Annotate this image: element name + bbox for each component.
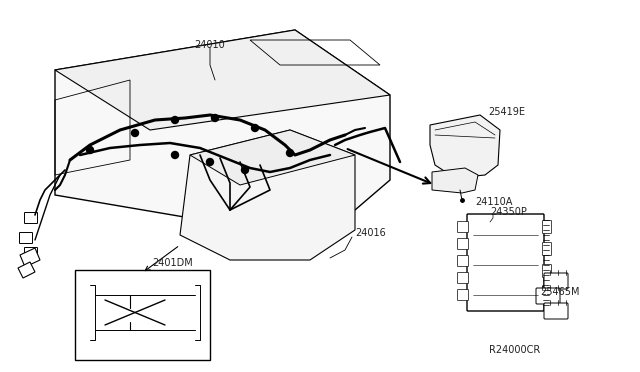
Text: 24016: 24016 (355, 228, 386, 238)
FancyBboxPatch shape (75, 270, 210, 360)
FancyBboxPatch shape (544, 303, 568, 319)
Text: 24350P: 24350P (490, 207, 527, 217)
Circle shape (287, 150, 294, 157)
FancyBboxPatch shape (458, 256, 468, 266)
Polygon shape (55, 30, 390, 130)
Polygon shape (180, 130, 355, 260)
Text: 25465M: 25465M (540, 287, 579, 297)
Circle shape (241, 167, 248, 173)
FancyBboxPatch shape (544, 273, 568, 289)
FancyBboxPatch shape (543, 286, 552, 299)
FancyBboxPatch shape (536, 288, 560, 304)
Text: R24000CR: R24000CR (489, 345, 540, 355)
FancyBboxPatch shape (458, 238, 468, 250)
Text: 25419E: 25419E (488, 107, 525, 117)
Circle shape (131, 129, 138, 137)
FancyBboxPatch shape (19, 232, 33, 244)
Text: 2401DM: 2401DM (152, 258, 193, 268)
FancyBboxPatch shape (467, 214, 544, 311)
FancyBboxPatch shape (458, 289, 468, 301)
FancyBboxPatch shape (543, 264, 552, 278)
Text: 24110A: 24110A (475, 197, 513, 207)
FancyBboxPatch shape (543, 221, 552, 234)
Polygon shape (432, 168, 478, 193)
Polygon shape (430, 115, 500, 178)
Polygon shape (18, 262, 35, 278)
FancyBboxPatch shape (458, 273, 468, 283)
Polygon shape (20, 248, 40, 267)
Circle shape (207, 158, 214, 166)
Circle shape (211, 115, 218, 122)
Circle shape (252, 125, 259, 131)
Circle shape (172, 151, 179, 158)
Polygon shape (190, 130, 355, 185)
FancyBboxPatch shape (24, 247, 38, 259)
FancyBboxPatch shape (458, 221, 468, 232)
Circle shape (86, 147, 93, 154)
Polygon shape (55, 30, 390, 235)
FancyBboxPatch shape (444, 139, 476, 161)
FancyBboxPatch shape (24, 212, 38, 224)
Text: 24010: 24010 (195, 40, 225, 50)
FancyBboxPatch shape (543, 243, 552, 256)
Circle shape (172, 116, 179, 124)
